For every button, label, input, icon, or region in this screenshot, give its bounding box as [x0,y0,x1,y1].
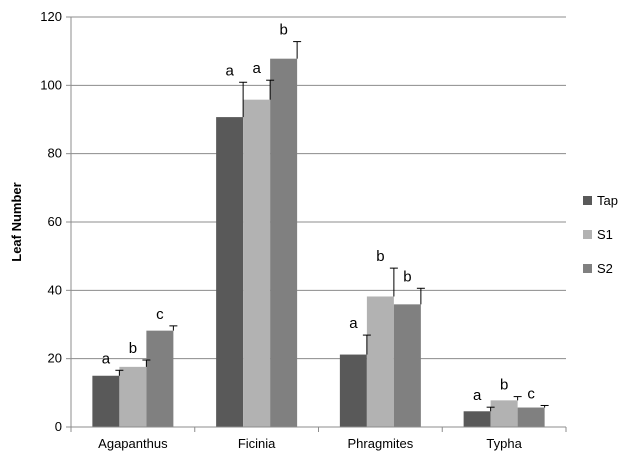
bar-s1-typha [490,400,518,427]
legend: Tap S1 S2 [583,193,618,276]
y-tick-label: 100 [40,77,62,92]
significance-label: b [129,340,137,357]
bar-s2-ficinia [270,58,298,427]
significance-label: b [500,377,508,394]
y-tick-label: 20 [48,351,62,366]
y-axis-ticks: 0 20 40 60 80 100 120 [40,9,71,434]
y-tick-label: 80 [48,146,62,161]
significance-label: a [102,350,111,367]
y-tick-label: 60 [48,214,62,229]
legend-label: Tap [597,193,618,208]
significance-label: b [376,248,384,265]
x-axis-categories: Agapanthus Ficinia Phragmites Typha [98,436,522,451]
bar-tap-typha [463,411,491,427]
significance-label: b [279,22,287,39]
y-tick-label: 0 [55,419,62,434]
x-category-label: Phragmites [348,436,414,451]
legend-swatch-s2 [583,264,592,273]
bar-tap-agapanthus [92,375,120,427]
significance-label: a [349,315,358,332]
bar-s2-typha [517,407,545,427]
legend-swatch-s1 [583,230,592,239]
x-category-label: Agapanthus [98,436,168,451]
legend-label: S1 [597,227,613,242]
legend-label: S2 [597,261,613,276]
bar-tap-phragmites [339,354,367,427]
bar-s1-agapanthus [119,366,147,427]
y-axis-title: Leaf Number [9,182,24,261]
significance-label: c [527,385,535,402]
significance-label: a [473,387,482,404]
y-tick-label: 40 [48,282,62,297]
bar-s2-agapanthus [146,330,174,427]
bar-tap-ficinia [216,117,244,427]
error-bars [115,41,549,412]
significance-labels: a b c a a b a b b a b c [102,22,536,405]
x-category-label: Typha [486,436,522,451]
axes [70,17,567,432]
bar-s2-phragmites [393,304,421,427]
gridlines [71,16,566,360]
bars [92,58,545,427]
significance-label: a [225,62,234,79]
bar-s1-phragmites [366,296,394,427]
significance-label: a [252,60,261,77]
y-tick-label: 120 [40,9,62,24]
x-category-label: Ficinia [238,436,276,451]
significance-label: c [156,306,164,323]
legend-swatch-tap [583,196,592,205]
bar-s1-ficinia [243,99,271,427]
significance-label: b [403,268,411,285]
